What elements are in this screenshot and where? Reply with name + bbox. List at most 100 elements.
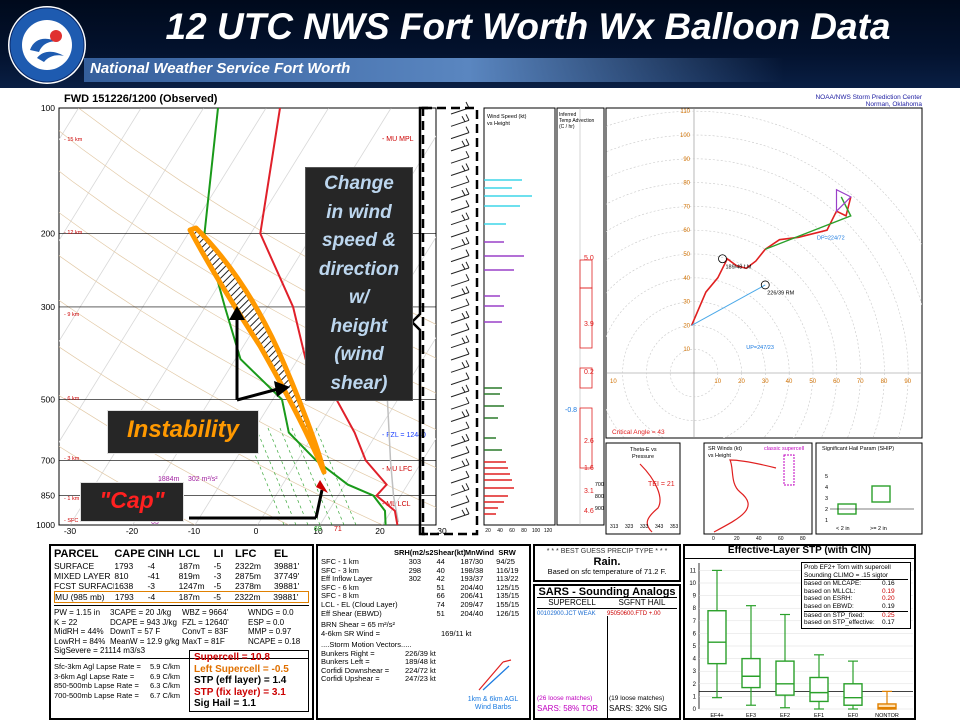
- wind-barb-flag: [465, 360, 470, 367]
- kin-row: SFC - 8 km 66 206/41 135/15: [321, 592, 526, 601]
- pressure-tick-label: 500: [41, 394, 55, 404]
- sr-x-tick: 20: [734, 536, 740, 542]
- wind-barb: [450, 513, 470, 521]
- table-cell: -41: [147, 571, 160, 581]
- wind-barb: [450, 365, 470, 373]
- subtitle-bar: [84, 58, 784, 82]
- hodograph-trace: [690, 196, 852, 326]
- composite-param: Supercell = 10.8: [194, 652, 270, 663]
- table-cell: 2378m: [235, 581, 262, 591]
- table-cell: 187m: [178, 592, 200, 602]
- table-cell: 2322m: [235, 561, 262, 571]
- hodo-x-tick: 90: [904, 379, 911, 385]
- table-cell: [409, 592, 437, 601]
- ship-y-tick: 4: [825, 485, 828, 491]
- sr-x-tick: 80: [800, 536, 806, 542]
- storm-motion-header: ....Storm Motion Vectors.....: [321, 640, 412, 650]
- parcel-label: 302 m²/s²: [188, 476, 218, 483]
- table-cell: MaxT = 81F: [182, 636, 225, 646]
- wind-barb-flag: [465, 335, 470, 342]
- table-cell: MidRH = 44%: [54, 627, 104, 636]
- sars-foot-supercell: (26 loose matches): [537, 695, 593, 702]
- table-cell: MnWind: [464, 548, 494, 557]
- stp-note-label: based on EBWD:: [804, 602, 854, 610]
- table-cell: SURFACE: [54, 561, 95, 571]
- table-cell: 4-6km SR Wind =: [321, 629, 380, 638]
- stp-y-tick: 3: [693, 669, 697, 675]
- stp-note-row: Prob EF2+ Torn with supercell: [804, 564, 908, 572]
- stp-note-value: 0.20: [882, 595, 895, 603]
- hodo-ring: [622, 301, 766, 438]
- table-cell: 39881': [273, 561, 300, 571]
- hodo-annotation: DP=224/72: [817, 236, 845, 242]
- sars-sig: SARS: 32% SIG: [609, 704, 668, 713]
- table-cell: MeanW = 12.9 g/kg: [110, 636, 180, 646]
- spc-credit-2: Norman, Oklahoma: [866, 101, 923, 108]
- table-cell: 3-6km Agl Lapse Rate =: [54, 671, 135, 681]
- stp-box: [843, 683, 863, 706]
- table-cell: 2322m: [234, 592, 261, 602]
- temp-adv-label: Temp Advection: [559, 118, 595, 124]
- wind-axis-label: 120: [544, 528, 553, 534]
- sr-x-tick: 60: [778, 536, 784, 542]
- stp-y-tick: 2: [693, 682, 697, 688]
- table-cell: 2875m: [235, 571, 262, 581]
- stp-box: [809, 676, 829, 703]
- level-label: - ML LCL: [382, 501, 411, 508]
- wind-barb-flag: [461, 140, 466, 147]
- lapse-row: 700-500mb Lapse Rate = 6.7 C/km: [54, 691, 186, 701]
- theta-x-tick: 313: [610, 524, 619, 530]
- wind-barb: [450, 304, 470, 312]
- table-cell: -5: [213, 581, 222, 591]
- theta-e-label: Theta-E vs: [630, 447, 657, 453]
- pressure-tick-label: 700: [41, 455, 55, 465]
- table-cell: MIXED LAYER: [54, 571, 111, 581]
- wind-barb: [450, 218, 470, 226]
- stp-notes: Prob EF2+ Torn with supercell Sounding CL…: [801, 562, 911, 629]
- temp-tick-label: -10: [188, 526, 201, 536]
- table-cell: 1793: [114, 561, 134, 571]
- hodo-ring: [606, 134, 922, 307]
- wind-shear-callout-line: Change: [324, 173, 394, 194]
- instability-callout: [107, 410, 259, 454]
- table-cell: 204/40: [460, 609, 484, 618]
- stp-note-row: based on MLCAPE: 0.16: [804, 579, 908, 588]
- cap-callout-label: "Cap": [99, 487, 165, 513]
- kin-row: SFC - 3 km 298 40 198/38 116/19: [321, 567, 526, 576]
- stp-note-label: based on MLCAPE:: [804, 580, 862, 588]
- stp-note-row: based on STP_fixed: 0.25: [804, 610, 908, 620]
- wind-barb-flag: [465, 446, 470, 453]
- stp-note-label: based on ESRH:: [804, 595, 853, 603]
- sr-x-tick: 0: [712, 536, 715, 542]
- stp-note-label: based on STP_fixed:: [804, 611, 865, 619]
- stp-note-value: 0.17: [882, 619, 895, 627]
- height-tick-label: - 9 km: [64, 312, 80, 318]
- isotherm-line: [382, 437, 436, 525]
- hodo-legend: 1km & 6km AGL Wind Barbs: [458, 696, 528, 712]
- table-cell: 39881': [273, 581, 300, 591]
- sr-classic-box: [783, 454, 795, 486]
- wind-barb: [450, 255, 470, 263]
- table-cell: 155/15: [496, 600, 520, 609]
- hodo-ring: [606, 110, 922, 245]
- hodo-y-tick: 30: [683, 300, 690, 306]
- table-cell: 125/15: [496, 583, 520, 592]
- table-cell: 37749': [273, 571, 300, 581]
- table-cell: 189/48 kt: [405, 658, 436, 667]
- wind-barb-flag: [465, 347, 470, 355]
- hodo-ring: [669, 348, 719, 398]
- stp-note-row: based on STP_effective: 0.17: [804, 619, 908, 627]
- table-cell: 204/40: [460, 583, 484, 592]
- table-cell: SFC - 8 km: [321, 592, 359, 601]
- stp-note-value: 0.16: [882, 580, 895, 588]
- table-cell: K = 22: [54, 617, 78, 627]
- isotherm-line: [69, 108, 329, 525]
- wind-barb-flag: [461, 411, 466, 418]
- composite-param: STP (fix layer) = 3.1: [194, 686, 286, 698]
- wind-barb: [450, 415, 470, 422]
- wind-barb: [450, 119, 470, 127]
- wind-shear-callout-line: height: [330, 315, 388, 337]
- table-cell: 40: [436, 566, 445, 575]
- temp-adv-value: 0.2: [584, 369, 594, 376]
- wind-barb: [450, 439, 470, 447]
